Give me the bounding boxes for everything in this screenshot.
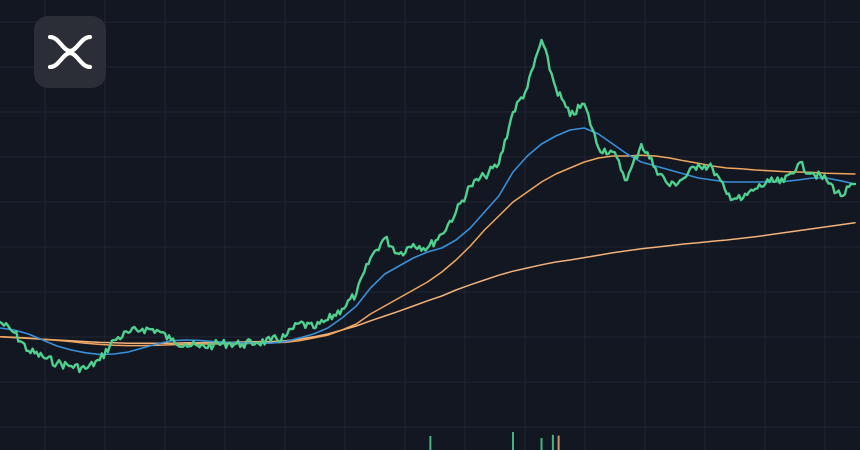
series-line-price bbox=[0, 38, 857, 374]
series-line-ma-slow bbox=[0, 222, 856, 344]
xrp-logo-tile bbox=[34, 16, 106, 88]
xrp-logo-icon bbox=[47, 35, 93, 69]
volume-bar bbox=[540, 438, 543, 450]
chart-series bbox=[0, 38, 857, 374]
series-line-ma-fast bbox=[0, 127, 856, 356]
volume-bar bbox=[429, 436, 432, 450]
volume-bars bbox=[429, 432, 560, 450]
volume-bar bbox=[551, 434, 554, 450]
volume-bar bbox=[557, 435, 560, 450]
series-line-ma-mid bbox=[0, 154, 856, 347]
volume-bar bbox=[512, 432, 514, 450]
